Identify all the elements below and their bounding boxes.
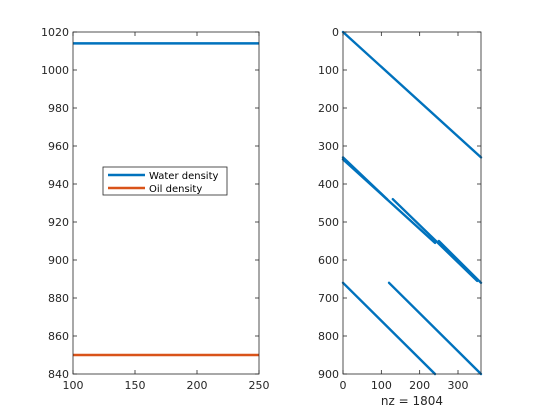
nonzero-band-5 — [341, 281, 437, 376]
x-tick-label: 200 — [409, 379, 430, 392]
y-tick-label: 1000 — [41, 64, 69, 77]
y-tick-label: 400 — [318, 178, 339, 191]
y-tick-label: 800 — [318, 330, 339, 343]
nonzero-band-0 — [341, 30, 483, 159]
density-plot-area — [73, 32, 259, 374]
y-tick-label: 880 — [48, 292, 69, 305]
sparsity-xlabel: nz = 1804 — [381, 394, 443, 408]
y-tick-label: 920 — [48, 216, 69, 229]
legend-box — [102, 166, 228, 196]
y-tick-label: 900 — [318, 368, 339, 381]
y-tick-label: 700 — [318, 292, 339, 305]
x-tick-label: 300 — [448, 379, 469, 392]
y-tick-label: 500 — [318, 216, 339, 229]
sparsity-ticks: 0 100 200 300 0 100 200 300 400 500 600 700 800 900 — [318, 26, 481, 392]
legend: Water density Oil density — [102, 166, 228, 196]
sparsity-axes-box — [342, 31, 482, 375]
nonzero-band-3 — [391, 197, 479, 283]
density-series — [73, 42, 259, 357]
y-tick-label: 860 — [48, 330, 69, 343]
x-tick-label: 100 — [371, 379, 392, 392]
y-tick-label: 1020 — [41, 26, 69, 39]
y-tick-label: 900 — [48, 254, 69, 267]
x-tick-label: 0 — [340, 379, 347, 392]
y-tick-label: 980 — [48, 102, 69, 115]
x-tick-label: 250 — [249, 379, 270, 392]
x-tick-label: 200 — [187, 379, 208, 392]
legend-label-oil-density: Oil density — [149, 184, 202, 195]
y-tick-label: 300 — [318, 140, 339, 153]
sparsity-axes: 0 100 200 300 0 100 200 300 400 500 600 700 800 900 n… — [318, 26, 483, 408]
nonzero-band-6 — [387, 281, 483, 376]
y-tick-label: 100 — [318, 64, 339, 77]
density-axes-box — [72, 31, 260, 375]
y-tick-label: 940 — [48, 178, 69, 191]
density-ticks: 100 150 200 250 840 860 880 900 920 940 960 980 1000… — [41, 26, 270, 392]
nonzero-band-4 — [437, 239, 483, 284]
y-tick-label: 960 — [48, 140, 69, 153]
nonzero-band-2 — [341, 158, 437, 245]
y-tick-label: 600 — [318, 254, 339, 267]
sparsity-pattern — [341, 30, 483, 376]
y-tick-label: 200 — [318, 102, 339, 115]
legend-label-water-density: Water density — [149, 171, 218, 182]
x-tick-label: 100 — [63, 379, 84, 392]
x-tick-label: 150 — [125, 379, 146, 392]
y-tick-label: 840 — [48, 368, 69, 381]
density-axes: 100 150 200 250 840 860 880 900 920 940 960 980 1000… — [41, 26, 270, 392]
sparsity-plot-area — [343, 32, 481, 374]
y-tick-label: 0 — [332, 26, 339, 39]
